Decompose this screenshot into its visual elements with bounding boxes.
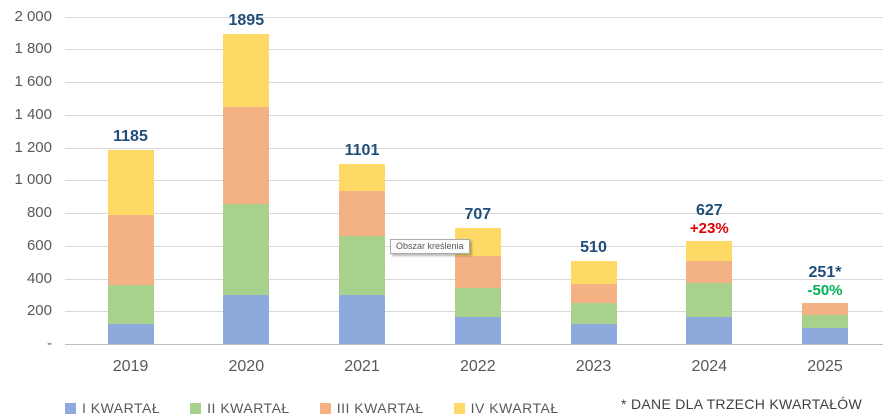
bar-2025-q2[interactable] xyxy=(802,314,848,329)
x-axis-label-2019: 2019 xyxy=(112,358,149,375)
legend-item-q2[interactable]: II KWARTAŁ xyxy=(190,400,290,416)
y-axis-tick: 600 xyxy=(26,236,52,254)
gridline xyxy=(65,344,883,345)
bar-total-label-2024: 627 xyxy=(695,202,723,220)
bar-2019-q2[interactable] xyxy=(107,285,154,325)
legend-label: I KWARTAŁ xyxy=(82,400,161,416)
x-axis-label-2020: 2020 xyxy=(228,358,265,375)
legend-label: IV KWARTAŁ xyxy=(470,400,559,416)
legend-key-icon xyxy=(65,402,76,414)
x-axis-label-2024: 2024 xyxy=(691,358,728,375)
bar-2023-q3[interactable] xyxy=(570,284,617,304)
y-axis-tick: 1 800 xyxy=(14,40,52,58)
bar-2021-q1[interactable] xyxy=(339,294,385,344)
bar-2024-q2[interactable] xyxy=(686,283,733,317)
bar-2020-q1[interactable] xyxy=(223,294,270,344)
y-axis-tick: 2 000 xyxy=(14,7,52,25)
y-axis-tick: - xyxy=(47,335,52,352)
bar-total-label-2021: 1101 xyxy=(344,141,380,159)
bar-2022-q3[interactable] xyxy=(454,255,501,289)
y-axis-tick: 1 600 xyxy=(14,73,52,90)
y-axis-tick: 200 xyxy=(26,302,52,320)
bar-2019-q1[interactable] xyxy=(107,324,154,344)
bar-total-label-2025: 251* xyxy=(808,263,842,281)
bar-2020-q2[interactable] xyxy=(223,204,270,295)
x-axis-label-2025: 2025 xyxy=(807,358,843,375)
bar-2020-q4[interactable] xyxy=(223,33,270,107)
bar-total-label-2019: 1185 xyxy=(113,128,148,145)
bar-total-label-2023: 510 xyxy=(580,238,607,256)
gridline xyxy=(65,213,883,214)
legend-label: II KWARTAŁ xyxy=(207,400,290,416)
x-axis-label-2022: 2022 xyxy=(460,358,496,375)
y-axis-tick: 1 400 xyxy=(14,105,52,123)
bar-2021-q4[interactable] xyxy=(339,163,385,191)
y-axis-tick: 1 000 xyxy=(14,171,52,189)
plot-area-tooltip: Obszar kreślenia xyxy=(390,239,470,254)
bar-2024-q3[interactable] xyxy=(686,260,733,284)
bar-total-label-2020: 1895 xyxy=(228,11,265,29)
bar-2021-q3[interactable] xyxy=(339,190,385,236)
legend-item-q3[interactable]: III KWARTAŁ xyxy=(319,400,424,416)
bar-2022-q2[interactable] xyxy=(454,288,501,317)
x-axis-label-2021: 2021 xyxy=(344,358,380,375)
bar-delta-label-2025: -50% xyxy=(807,281,843,299)
legend-key-icon xyxy=(190,402,202,414)
legend: I KWARTAŁ II KWARTAŁ III KWARTAŁ IV KWARTAŁ xyxy=(65,400,559,416)
bar-delta-label-2024: +23% xyxy=(689,220,729,238)
bar-2019-q4[interactable] xyxy=(107,149,154,215)
x-axis-label-2023: 2023 xyxy=(575,358,612,375)
legend-key-icon xyxy=(319,402,331,414)
plot-area-tooltip-text: Obszar kreślenia xyxy=(396,241,464,251)
bar-2025-q1[interactable] xyxy=(802,328,848,344)
bar-2024-q4[interactable] xyxy=(686,241,733,261)
legend-item-q1[interactable]: I KWARTAŁ xyxy=(65,400,160,416)
gridline xyxy=(65,49,883,51)
legend-item-q4[interactable]: IV KWARTAŁ xyxy=(453,400,559,416)
bar-2023-q4[interactable] xyxy=(570,260,617,285)
gridline xyxy=(65,16,883,18)
bar-2022-q1[interactable] xyxy=(454,317,501,344)
y-axis-tick: 800 xyxy=(26,204,52,221)
legend-label: III KWARTAŁ xyxy=(336,400,424,416)
gridline xyxy=(65,147,883,149)
gridline xyxy=(65,114,883,116)
gridline xyxy=(65,180,883,182)
y-axis-tick: 400 xyxy=(26,269,52,287)
footnote: * DANE DLA TRZECH KWARTAŁÓW xyxy=(621,396,862,412)
y-axis-tick: 1 200 xyxy=(14,138,52,156)
bar-2025-q3[interactable] xyxy=(802,302,848,315)
gridline xyxy=(65,82,883,83)
bar-2019-q3[interactable] xyxy=(107,214,154,286)
bar-2021-q2[interactable] xyxy=(339,235,385,295)
legend-key-icon xyxy=(453,402,465,414)
bar-2020-q3[interactable] xyxy=(223,106,270,204)
bar-2024-q1[interactable] xyxy=(686,317,733,344)
bar-2023-q2[interactable] xyxy=(570,303,617,325)
bar-total-label-2022: 707 xyxy=(464,206,492,224)
bar-2023-q1[interactable] xyxy=(570,324,617,344)
